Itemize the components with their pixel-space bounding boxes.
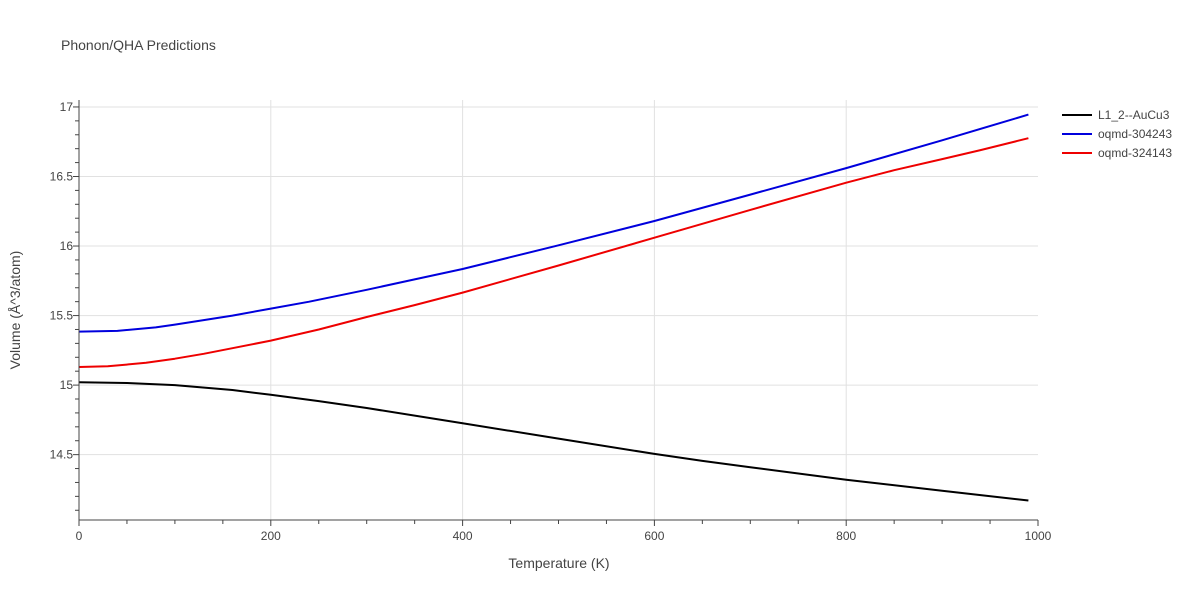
x-tick-label: 0 <box>76 529 83 543</box>
legend-label: oqmd-324143 <box>1098 146 1172 160</box>
x-tick-label: 400 <box>453 529 473 543</box>
chart-title: Phonon/QHA Predictions <box>61 37 216 53</box>
x-tick-label: 1000 <box>1025 529 1052 543</box>
series-line-L1_2--AuCu3 <box>78 381 1029 502</box>
legend-item[interactable]: oqmd-324143 <box>1062 146 1172 160</box>
legend-label: L1_2--AuCu3 <box>1098 108 1170 122</box>
axes <box>73 100 1039 526</box>
y-tick-label: 16.5 <box>50 169 74 183</box>
series-lines <box>78 113 1029 502</box>
x-tick-label: 200 <box>261 529 281 543</box>
x-tick-label: 600 <box>644 529 664 543</box>
y-tick-label: 15 <box>60 378 74 392</box>
y-axis-title: Volume (Å^3/atom) <box>7 251 23 370</box>
y-tick-label: 17 <box>60 100 74 114</box>
series-line-oqmd-304243 <box>78 113 1029 333</box>
legend[interactable]: L1_2--AuCu3 oqmd-304243 oqmd-324143 <box>1062 108 1172 160</box>
tick-labels: 0 200 400 600 800 1000 14.5 15 15.5 16 16.5 17 <box>50 100 1052 543</box>
legend-item[interactable]: L1_2--AuCu3 <box>1062 108 1170 122</box>
y-tick-label: 15.5 <box>50 309 74 323</box>
x-tick-label: 800 <box>836 529 856 543</box>
legend-label: oqmd-304243 <box>1098 127 1172 141</box>
legend-item[interactable]: oqmd-304243 <box>1062 127 1172 141</box>
y-tick-label: 16 <box>60 239 74 253</box>
series-line-oqmd-324143 <box>78 137 1029 368</box>
x-axis-title: Temperature (K) <box>508 555 609 571</box>
y-tick-label: 14.5 <box>50 448 74 462</box>
gridlines <box>79 100 1038 520</box>
